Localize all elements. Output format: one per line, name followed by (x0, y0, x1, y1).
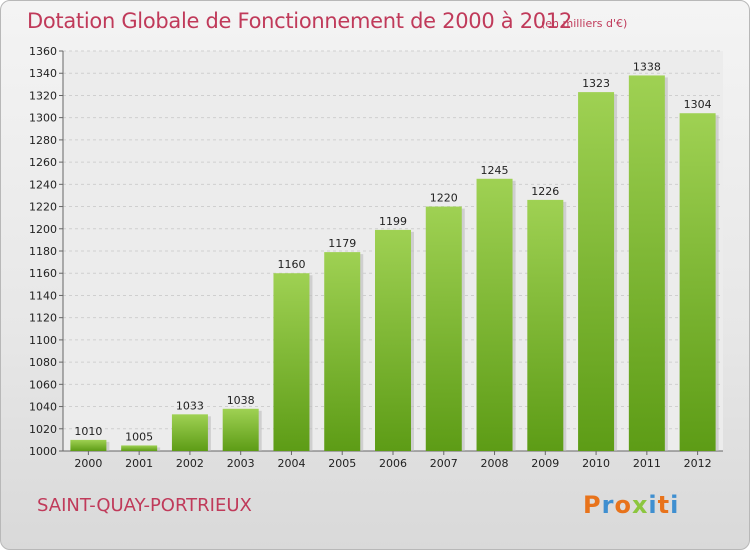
logo-letter: x (631, 491, 649, 519)
y-tick-label: 1240 (29, 178, 57, 191)
chart-title: Dotation Globale de Fonctionnement de 20… (27, 9, 572, 33)
y-tick-label: 1100 (29, 334, 57, 347)
x-tick-label: 2009 (531, 457, 559, 470)
bar (222, 408, 259, 451)
bar (425, 206, 462, 451)
logo-letter: i (670, 491, 680, 519)
y-tick-label: 1220 (29, 201, 57, 214)
y-tick-label: 1320 (29, 89, 57, 102)
x-tick-label: 2000 (74, 457, 102, 470)
y-tick-label: 1180 (29, 245, 57, 258)
y-tick-label: 1060 (29, 378, 57, 391)
y-tick-label: 1340 (29, 67, 57, 80)
data-label: 1323 (582, 77, 610, 90)
data-label: 1038 (227, 394, 255, 407)
data-label: 1245 (481, 164, 509, 177)
y-tick-label: 1280 (29, 134, 57, 147)
y-tick-label: 1000 (29, 445, 57, 458)
x-tick-label: 2003 (227, 457, 255, 470)
bar (578, 92, 615, 451)
x-tick-label: 2008 (481, 457, 509, 470)
y-tick-label: 1020 (29, 423, 57, 436)
x-tick-label: 2002 (176, 457, 204, 470)
bar (476, 178, 513, 451)
bar (679, 113, 716, 451)
data-label: 1005 (125, 430, 153, 443)
y-tick-label: 1300 (29, 112, 57, 125)
y-tick-label: 1080 (29, 356, 57, 369)
x-tick-label: 2007 (430, 457, 458, 470)
y-tick-label: 1360 (29, 45, 57, 58)
chart-unit: (en milliers d'€) (541, 17, 628, 30)
x-tick-label: 2012 (684, 457, 712, 470)
proxiti-logo: Proxiti (583, 491, 679, 519)
y-tick-label: 1120 (29, 312, 57, 325)
data-label: 1304 (684, 98, 712, 111)
y-tick-label: 1140 (29, 289, 57, 302)
x-tick-label: 2011 (633, 457, 661, 470)
bar (527, 199, 564, 451)
x-tick-label: 2006 (379, 457, 407, 470)
data-label: 1220 (430, 192, 458, 205)
x-tick-label: 2001 (125, 457, 153, 470)
logo-letter: o (614, 491, 632, 519)
bar (70, 439, 107, 451)
x-tick-label: 2004 (277, 457, 305, 470)
y-tick-label: 1200 (29, 223, 57, 236)
city-name: SAINT-QUAY-PORTRIEUX (37, 495, 252, 516)
data-label: 1010 (74, 425, 102, 438)
bar (375, 229, 411, 451)
data-label: 1179 (328, 237, 356, 250)
logo-letter: t (657, 491, 671, 519)
data-label: 1033 (176, 399, 204, 412)
logo-letter: r (601, 491, 615, 519)
data-label: 1160 (277, 258, 305, 271)
y-tick-label: 1040 (29, 401, 57, 414)
data-label: 1226 (531, 185, 559, 198)
logo-letter: P (583, 491, 602, 519)
bar (121, 445, 158, 451)
y-tick-label: 1160 (29, 267, 57, 280)
bar (273, 273, 310, 451)
data-label: 1199 (379, 215, 407, 228)
bar (171, 414, 208, 451)
logo-letter: i (648, 491, 658, 519)
bar (324, 252, 361, 451)
y-tick-label: 1260 (29, 156, 57, 169)
x-tick-label: 2005 (328, 457, 356, 470)
bar (628, 75, 665, 451)
x-tick-label: 2010 (582, 457, 610, 470)
data-label: 1338 (633, 60, 661, 73)
